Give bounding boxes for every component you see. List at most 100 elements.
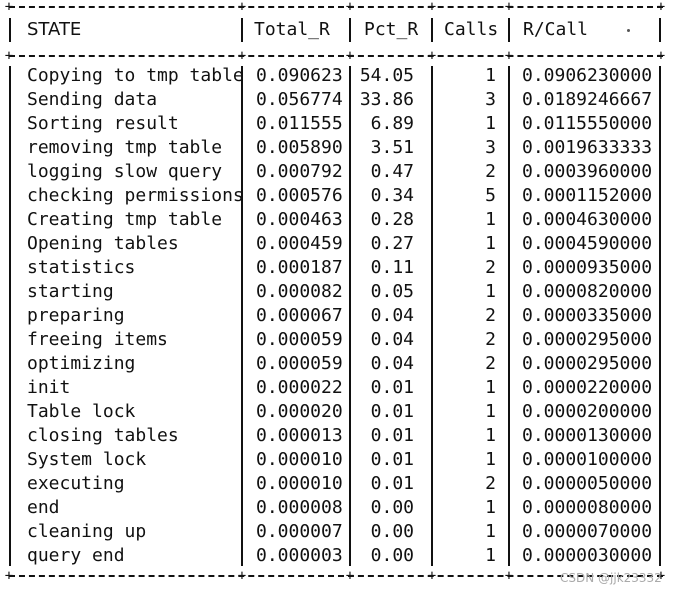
cell-calls: 1 — [485, 521, 496, 542]
cell-calls: 2 — [485, 161, 496, 182]
cell-pct-r: 0.00 — [370, 521, 414, 542]
corner-marker: + — [656, 568, 666, 584]
corner-marker: + — [4, 48, 14, 64]
cell-pct-r: 0.11 — [370, 257, 414, 278]
cell-total-r: 0.000067 — [256, 305, 343, 326]
cell-r-call: 0.0000200000 — [522, 401, 653, 422]
header-separator — [9, 55, 663, 57]
cell-pct-r: 0.04 — [370, 353, 414, 374]
cell-calls: 3 — [485, 89, 496, 110]
bottom-border — [9, 575, 663, 577]
cell-calls: 1 — [485, 497, 496, 518]
cell-pct-r: 0.01 — [370, 449, 414, 470]
cell-state: executing — [27, 473, 125, 494]
cell-state: logging slow query — [27, 161, 223, 182]
cell-calls: 1 — [485, 209, 496, 230]
cell-calls: 2 — [485, 353, 496, 374]
header-calls: Calls — [444, 19, 499, 40]
cell-state: Sorting result — [27, 113, 179, 134]
table-row: executing 0.000010 0.01 2 0.0000050000 — [0, 472, 682, 496]
cell-calls: 1 — [485, 113, 496, 134]
cell-calls: 2 — [485, 257, 496, 278]
cell-calls: 1 — [485, 65, 496, 86]
cell-calls: 1 — [485, 449, 496, 470]
cell-state: System lock — [27, 449, 147, 470]
cell-r-call: 0.0000295000 — [522, 353, 653, 374]
corner-marker: + — [4, 568, 14, 584]
cell-total-r: 0.000022 — [256, 377, 343, 398]
table-row: Sending data 0.056774 33.86 3 0.0189246667 — [0, 88, 682, 112]
column-separator — [9, 18, 11, 42]
table-row: end 0.000008 0.00 1 0.0000080000 — [0, 496, 682, 520]
cell-total-r: 0.000082 — [256, 281, 343, 302]
cell-r-call: 0.0019633333 — [522, 137, 653, 158]
cell-pct-r: 0.00 — [370, 545, 414, 566]
top-border — [9, 6, 663, 8]
table-row: preparing 0.000067 0.04 2 0.0000335000 — [0, 304, 682, 328]
corner-marker: + — [504, 0, 514, 15]
cell-r-call: 0.0000220000 — [522, 377, 653, 398]
cell-state: Sending data — [27, 89, 158, 110]
cell-calls: 2 — [485, 305, 496, 326]
table-row: Creating tmp table 0.000463 0.28 1 0.0004630… — [0, 208, 682, 232]
cell-state: starting — [27, 281, 114, 302]
table-row: freeing items 0.000059 0.04 2 0.0000295000 — [0, 328, 682, 352]
header-r-call: R/Call — [523, 19, 589, 40]
cell-total-r: 0.000007 — [256, 521, 343, 542]
cell-total-r: 0.000059 — [256, 329, 343, 350]
table-row: Copying to tmp table 0.090623 54.05 1 0.0906… — [0, 64, 682, 88]
corner-marker: + — [4, 0, 14, 15]
cell-state: end — [27, 497, 60, 518]
cell-state: preparing — [27, 305, 125, 326]
cell-pct-r: 0.28 — [370, 209, 414, 230]
cell-state: closing tables — [27, 425, 179, 446]
corner-marker: + — [427, 568, 437, 584]
cell-pct-r: 0.01 — [370, 425, 414, 446]
cell-pct-r: 3.51 — [370, 137, 414, 158]
column-separator — [349, 18, 351, 42]
cell-r-call: 0.0000030000 — [522, 545, 653, 566]
column-separator — [659, 66, 661, 566]
corner-marker: + — [237, 568, 247, 584]
cell-pct-r: 0.01 — [370, 401, 414, 422]
cell-r-call: 0.0000295000 — [522, 329, 653, 350]
cell-r-call: 0.0000050000 — [522, 473, 653, 494]
cell-state: cleaning up — [27, 521, 147, 542]
cell-total-r: 0.000008 — [256, 497, 343, 518]
cell-r-call: 0.0000070000 — [522, 521, 653, 542]
cell-r-call: 0.0906230000 — [522, 65, 653, 86]
table-row: logging slow query 0.000792 0.47 2 0.0003960… — [0, 160, 682, 184]
cell-state: query end — [27, 545, 125, 566]
column-separator — [659, 18, 661, 42]
column-separator — [241, 66, 243, 566]
cell-pct-r: 0.47 — [370, 161, 414, 182]
cell-state: freeing items — [27, 329, 168, 350]
cell-state: Opening tables — [27, 233, 179, 254]
table-row: optimizing 0.000059 0.04 2 0.0000295000 — [0, 352, 682, 376]
column-separator — [431, 66, 433, 566]
cell-calls: 1 — [485, 545, 496, 566]
cell-pct-r: 0.05 — [370, 281, 414, 302]
cell-total-r: 0.011555 — [256, 113, 343, 134]
corner-marker: + — [504, 568, 514, 584]
cell-pct-r: 33.86 — [359, 89, 414, 110]
table-row: Sorting result 0.011555 6.89 1 0.0115550000 — [0, 112, 682, 136]
table-row: Opening tables 0.000459 0.27 1 0.0004590000 — [0, 232, 682, 256]
cell-r-call: 0.0115550000 — [522, 113, 653, 134]
cell-calls: 2 — [485, 473, 496, 494]
cell-pct-r: 0.04 — [370, 329, 414, 350]
cell-r-call: 0.0004630000 — [522, 209, 653, 230]
corner-marker: + — [237, 48, 247, 64]
cell-calls: 1 — [485, 233, 496, 254]
cell-r-call: 0.0000100000 — [522, 449, 653, 470]
cell-total-r: 0.000020 — [256, 401, 343, 422]
corner-marker: + — [237, 0, 247, 15]
cell-calls: 1 — [485, 425, 496, 446]
column-separator — [349, 66, 351, 566]
table-row: closing tables 0.000013 0.01 1 0.0000130000 — [0, 424, 682, 448]
cell-state: Creating tmp table — [27, 209, 223, 230]
cell-r-call: 0.0003960000 — [522, 161, 653, 182]
column-separator — [9, 66, 11, 566]
cell-pct-r: 6.89 — [370, 113, 414, 134]
table-row: Table lock 0.000020 0.01 1 0.0000200000 — [0, 400, 682, 424]
